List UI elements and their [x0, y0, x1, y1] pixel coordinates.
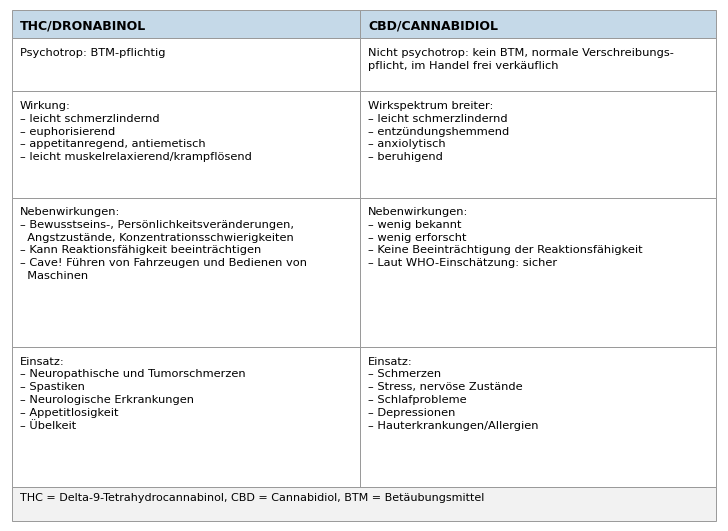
Bar [360, 347, 716, 487]
Bar [360, 38, 716, 91]
Bar [360, 198, 716, 347]
Bar [12, 198, 360, 347]
Bar [12, 38, 360, 91]
Text: Wirkspektrum breiter:
– leicht schmerzlindernd
– entzündungshemmend
– anxiolytis: Wirkspektrum breiter: – leicht schmerzli… [368, 101, 510, 162]
Bar [12, 91, 360, 198]
Text: Wirkung:
– leicht schmerzlindernd
– euphorisierend
– appetitanregend, antiemetis: Wirkung: – leicht schmerzlindernd – euph… [20, 101, 252, 162]
Text: Psychotrop: BTM-pflichtig: Psychotrop: BTM-pflichtig [20, 48, 165, 58]
Text: Nebenwirkungen:
– Bewusstseins-, Persönlichkeitsveränderungen,
  Angstzustände, : Nebenwirkungen: – Bewusstseins-, Persönl… [20, 207, 307, 281]
Text: Nebenwirkungen:
– wenig bekannt
– wenig erforscht
– Keine Beeinträchtigung der R: Nebenwirkungen: – wenig bekannt – wenig … [368, 207, 643, 268]
Bar [12, 487, 716, 521]
Bar [12, 10, 360, 38]
Text: Nicht psychotrop: kein BTM, normale Verschreibungs-
pflicht, im Handel frei verk: Nicht psychotrop: kein BTM, normale Vers… [368, 48, 674, 71]
Bar [12, 347, 360, 487]
Bar [360, 10, 716, 38]
Text: CBD/CANNABIDIOL: CBD/CANNABIDIOL [368, 19, 498, 32]
Text: Einsatz:
– Neuropathische und Tumorschmerzen
– Spastiken
– Neurologische Erkrank: Einsatz: – Neuropathische und Tumorschme… [20, 356, 245, 431]
Bar [360, 91, 716, 198]
Text: Einsatz:
– Schmerzen
– Stress, nervöse Zustände
– Schlafprobleme
– Depressionen
: Einsatz: – Schmerzen – Stress, nervöse Z… [368, 356, 539, 431]
Text: THC = Delta-9-Tetrahydrocannabinol, CBD = Cannabidiol, BTM = Betäubungsmittel: THC = Delta-9-Tetrahydrocannabinol, CBD … [20, 493, 484, 503]
Text: THC/DRONABINOL: THC/DRONABINOL [20, 19, 146, 32]
